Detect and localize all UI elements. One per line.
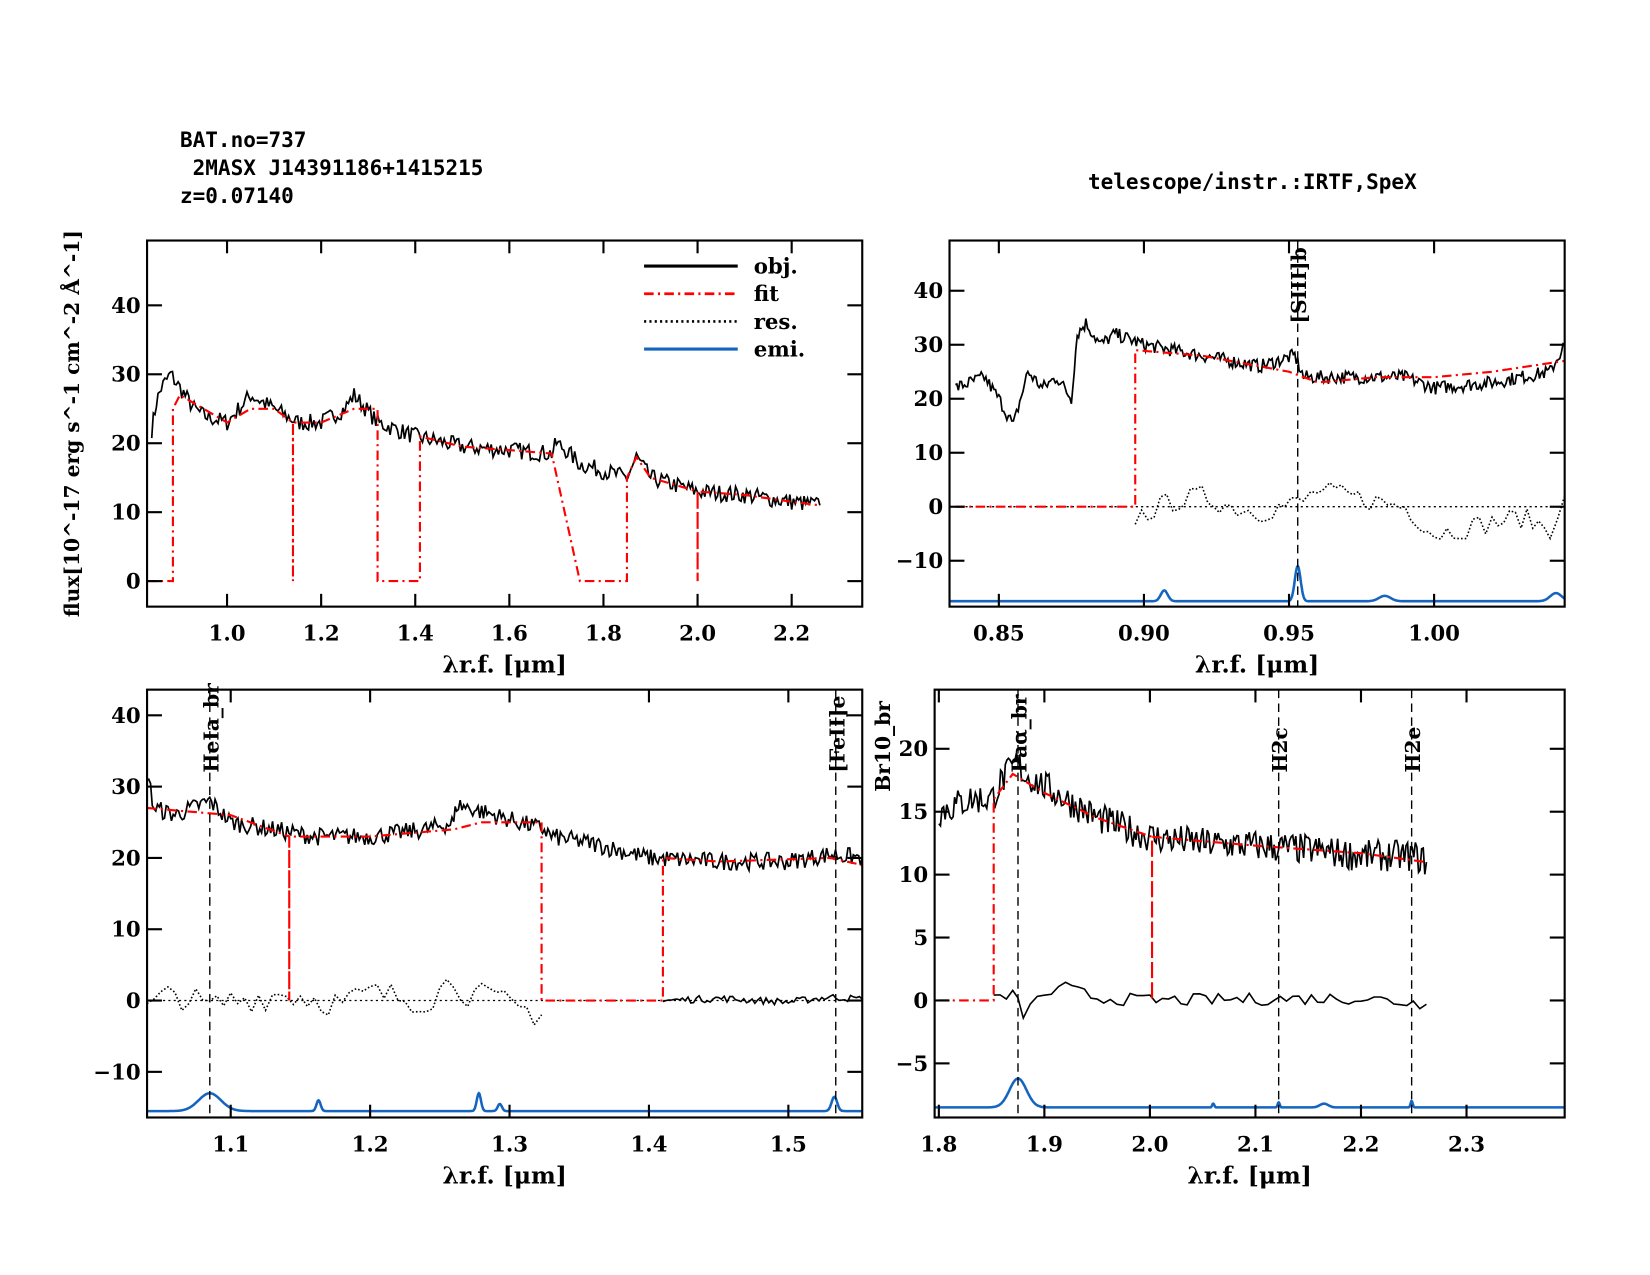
- plot-area: [147, 778, 863, 1113]
- residual-series: [993, 981, 1427, 1021]
- instrument-label: telescope/instr.:IRTF,SpeX: [1088, 170, 1417, 194]
- object-spectrum: [955, 318, 1565, 423]
- plot-area: [934, 752, 1565, 1109]
- marker-label-0: Paα_br: [1008, 694, 1032, 773]
- object-spectrum: [150, 370, 821, 511]
- y-tick-label: 15: [899, 800, 929, 825]
- x-tick-label: 1.4: [630, 1133, 667, 1158]
- y-tick-label: 20: [899, 737, 929, 762]
- emission-series: [147, 1091, 863, 1113]
- y-tick-label: 10: [111, 501, 141, 526]
- marker-label-2: H2e: [1401, 727, 1425, 773]
- fit-series: [147, 806, 863, 1002]
- x-axis-label: λr.f. [μm]: [1195, 651, 1319, 679]
- x-tick-label: 1.8: [920, 1133, 957, 1158]
- x-tick-label: 1.8: [585, 622, 622, 647]
- y-tick-label: 20: [111, 432, 141, 457]
- x-axis-label: λr.f. [μm]: [1187, 1161, 1311, 1189]
- residual-series-2: [662, 993, 863, 1007]
- x-tick-label: 0.85: [973, 622, 1025, 647]
- plot-area: [949, 318, 1565, 603]
- object-spectrum: [938, 752, 1428, 875]
- object-spectrum: [147, 778, 863, 874]
- y-tick-label: 20: [111, 846, 141, 871]
- y-tick-label: 30: [914, 333, 944, 358]
- x-axis-label: λr.f. [μm]: [442, 651, 566, 679]
- emission-series: [949, 564, 1565, 603]
- y-axis-label: flux[10^-17 erg s^-1 cm^-2 Å^-1]: [60, 230, 84, 617]
- plot-frame: [933, 688, 1566, 1119]
- y-tick-label: −5: [896, 1052, 929, 1077]
- residual-series: [147, 978, 543, 1027]
- marker-label-1: H2c: [1268, 727, 1292, 772]
- x-tick-label: 0.95: [1263, 622, 1315, 647]
- x-tick-label: 1.00: [1408, 622, 1460, 647]
- x-tick-label: 2.2: [1342, 1133, 1379, 1158]
- marker-label-0: HeIa_br: [199, 683, 223, 773]
- legend-label-1: fit: [754, 282, 779, 307]
- bat-number: BAT.no=737: [180, 128, 307, 152]
- y-tick-label: 10: [899, 863, 929, 888]
- legend-label-2: res.: [754, 310, 798, 335]
- marker-label-1: [FeII]e: [825, 696, 849, 773]
- panel-2: [SIII]b 0.85 0.90 0.95 1.00 −10 0 10 20 30 40 λr.f.…: [896, 239, 1566, 679]
- x-tick-label: 0.90: [1118, 622, 1170, 647]
- y-tick-label: 30: [111, 775, 141, 800]
- plot-frame: [948, 239, 1566, 608]
- x-tick-label: 2.0: [679, 622, 716, 647]
- x-tick-label: 2.1: [1237, 1133, 1274, 1158]
- plot-frame: [145, 688, 864, 1119]
- fit-series: [938, 772, 1427, 1002]
- y-tick-label: 20: [914, 387, 944, 412]
- plot-frame: [145, 239, 864, 608]
- marker-label-0: [SIII]b: [1287, 247, 1311, 323]
- x-tick-label: 1.4: [397, 622, 434, 647]
- x-tick-label: 1.2: [303, 622, 340, 647]
- y-tick-label: 0: [928, 495, 943, 520]
- emission-series: [934, 1077, 1565, 1109]
- x-tick-label: 2.0: [1131, 1133, 1168, 1158]
- y-tick-label: 40: [914, 279, 944, 304]
- legend: obj.fit res. emi.: [644, 255, 805, 363]
- x-tick-label: 1.9: [1026, 1133, 1063, 1158]
- x-tick-label: 1.2: [352, 1133, 389, 1158]
- y-tick-label: 10: [914, 441, 944, 466]
- x-tick-label: 1.3: [491, 1133, 528, 1158]
- redshift: z=0.07140: [180, 184, 294, 208]
- y-tick-label: 30: [111, 363, 141, 388]
- x-tick-label: 1.6: [491, 622, 528, 647]
- y-tick-label: 5: [913, 926, 928, 951]
- fit-series: [955, 348, 1565, 508]
- x-tick-label: 1.1: [212, 1133, 249, 1158]
- legend-label-0: obj.: [754, 255, 798, 280]
- panel-1: 1.0 1.2 1.4 1.6 1.8 2.0 2.2 0 10 20 30 40 λr.f. [μm]…: [60, 230, 864, 679]
- y-tick-label: −10: [896, 549, 943, 574]
- y-tick-label: 0: [913, 989, 928, 1014]
- x-tick-label: 2.2: [773, 622, 810, 647]
- y-tick-label: 40: [111, 704, 141, 729]
- y-tick-label: 0: [126, 570, 141, 595]
- x-tick-label: 1.5: [770, 1133, 807, 1158]
- y-tick-label: 10: [111, 918, 141, 943]
- panel-4: Paα_br H2c H2e Br10_br 1.8 1.9 2.0 2.1 2.2 2.3 −5 0…: [871, 688, 1566, 1189]
- panel-3: HeIa_br [FeII]e 1.1 1.2 1.3 1.4 1.5 −10 0 10 20 30 4…: [93, 683, 864, 1189]
- fit-series: [147, 393, 821, 583]
- marker-label-br10: Br10_br: [871, 701, 895, 792]
- x-axis-label: λr.f. [μm]: [442, 1161, 566, 1189]
- y-tick-label: 40: [111, 294, 141, 319]
- y-tick-label: −10: [93, 1060, 140, 1085]
- y-tick-label: 0: [126, 989, 141, 1014]
- legend-label-3: emi.: [754, 338, 806, 363]
- residual-series: [1134, 481, 1565, 541]
- x-tick-label: 2.3: [1448, 1133, 1485, 1158]
- plot-area: [147, 370, 821, 583]
- object-name: 2MASX J14391186+1415215: [180, 156, 484, 180]
- x-tick-label: 1.0: [209, 622, 246, 647]
